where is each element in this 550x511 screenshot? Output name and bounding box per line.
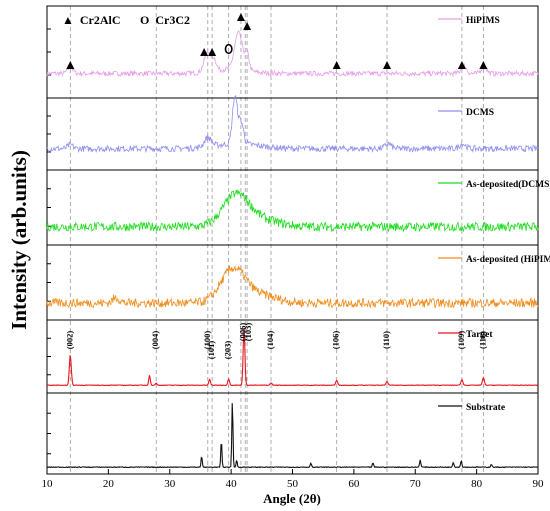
hkl-label-2: (100): [202, 331, 212, 350]
legend-label-as-deposited-hipims: As-deposited (HiPIMS): [466, 254, 550, 265]
x-axis: 10 20 30 40 50 60 70 80 90: [42, 469, 545, 490]
cr2alc-marker-6: [383, 61, 392, 69]
legend-circle-label: Cr3C2: [155, 13, 190, 27]
cr2alc-marker-2: [208, 48, 217, 56]
y-axis-label: Intensity (arb.units): [7, 150, 31, 330]
legend-triangle-label: Cr2AlC: [80, 13, 121, 27]
svg-text:▲ Cr2AlC: ▲ Cr2AlC: [62, 13, 121, 27]
hkl-label-4: (203): [223, 341, 233, 360]
hkl-label-1: (004): [150, 331, 160, 350]
panel-frame: [46, 97, 539, 171]
x-tick-label-4: 50: [287, 478, 299, 490]
x-tick-label-0: 10: [42, 478, 54, 490]
legend-circle-glyph: O: [140, 13, 149, 27]
phase-markers: [66, 13, 488, 69]
series-line-as-deposited-hipims: [46, 265, 539, 309]
panel-substrate: Substrate: [46, 392, 539, 475]
panel-as-deposited-hipims: As-deposited (HiPIMS): [46, 244, 550, 321]
marker-legend: ▲ Cr2AlC O Cr3C2: [62, 13, 190, 27]
hkl-labels: (002) (004) (100)(101) (203) (006)(103) (104)…: [64, 323, 487, 360]
legend-triangle-glyph: ▲: [62, 13, 74, 27]
hkl-label-11: (116): [477, 331, 487, 349]
series-line-substrate: [46, 403, 539, 469]
cr2alc-marker-4: [243, 22, 252, 30]
hkl-label-7: (104): [265, 331, 275, 350]
cr3c2-marker-0: [224, 43, 233, 55]
stacked-panels: HiPIMS DCMS As-deposited(DCMS) As-deposited…: [46, 5, 550, 475]
legend-label-hipims: HiPIMS: [466, 16, 500, 26]
cr2alc-marker-8: [479, 61, 488, 69]
x-tick-label-7: 80: [471, 478, 483, 490]
hkl-label-9: (110): [381, 331, 391, 349]
panel-dcms: DCMS: [46, 94, 539, 171]
panel-frame: [46, 244, 539, 321]
x-tick-label-3: 40: [226, 478, 238, 490]
cr2alc-marker-0: [66, 61, 75, 69]
panel-frame: [46, 5, 539, 99]
hkl-label-0: (002): [64, 331, 74, 350]
svg-text:O Cr3C2: O Cr3C2: [140, 13, 190, 27]
legend-label-substrate: Substrate: [466, 403, 505, 413]
legend-label-target: Target: [466, 330, 493, 340]
x-tick-label-2: 30: [164, 478, 176, 490]
cr2alc-marker-1: [200, 48, 209, 56]
hkl-label-3: (101): [206, 341, 216, 360]
cr2alc-marker-5: [332, 61, 341, 69]
panel-target: Target: [46, 319, 539, 394]
series-line-target: [46, 328, 539, 387]
x-tick-label-5: 60: [348, 478, 360, 490]
series-line-hipims: [46, 30, 539, 78]
hkl-label-10: (109): [456, 331, 466, 350]
series-line-dcms: [46, 94, 539, 154]
panel-as-deposited-dcms: As-deposited(DCMS): [46, 169, 550, 246]
hkl-label-6: (103): [243, 323, 253, 342]
cr2alc-marker-3: [236, 13, 245, 21]
panel-frame: [46, 392, 539, 475]
legend-label-dcms: DCMS: [466, 108, 494, 118]
panel-hipims: HiPIMS: [46, 5, 539, 99]
x-tick-label-8: 90: [533, 478, 545, 490]
reference-lines: [69, 6, 484, 474]
hkl-label-5: (006): [237, 323, 247, 342]
hkl-label-8: (106): [331, 331, 341, 350]
x-axis-label: Angle (2θ): [263, 491, 321, 506]
panel-frame: [46, 169, 539, 246]
cr2alc-marker-7: [457, 61, 466, 69]
x-tick-label-1: 20: [103, 478, 115, 490]
x-tick-label-6: 70: [410, 478, 422, 490]
series-line-as-deposited-dcms: [46, 189, 539, 233]
legend-label-as-deposited-dcms: As-deposited(DCMS): [466, 179, 550, 190]
